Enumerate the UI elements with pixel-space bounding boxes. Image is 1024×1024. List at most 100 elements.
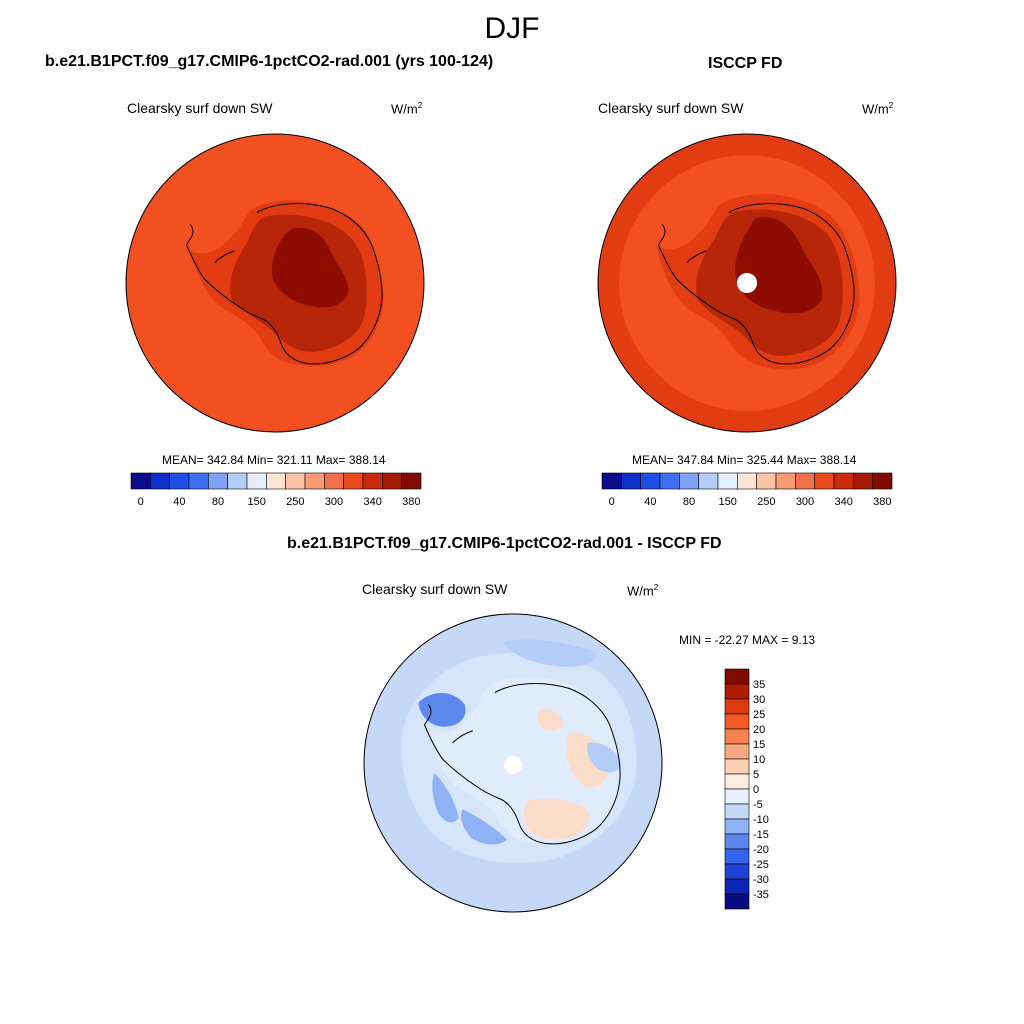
diff-blue-patch-amundsen [461,809,507,845]
model-colorbar-swatch [208,472,228,490]
diff-colorbar-swatch [724,788,750,805]
obs-colorbar-tick-label: 0 [609,496,615,508]
obs-colorbar-swatch [737,472,757,490]
diff-colorbar-swatch [724,743,750,760]
diff-panel-title: b.e21.B1PCT.f09_g17.CMIP6-1pctCO2-rad.00… [287,535,722,552]
obs-colorbar-swatch [872,472,893,490]
diff-colorbar-swatch [724,698,750,715]
diff-warm-patch-ne [537,709,564,731]
obs-panel-title: ISCCP FD [708,55,783,72]
obs-polar-map [597,133,897,433]
diff-units-label: W/m2 [627,583,659,599]
diff-polar-map [363,613,663,913]
diff-colorbar-swatch [724,758,750,775]
diff-stats-text: MIN = -22.27 MAX = 9.13 [679,633,816,647]
model-colorbar-tick-label: 380 [402,496,420,508]
obs-units-label: W/m2 [862,101,894,117]
model-colorbar-swatch [169,472,190,490]
obs-colorbar-swatch [698,472,719,490]
obs-colorbar-swatch [601,472,622,490]
model-colorbar-swatch [401,472,422,490]
diff-colorbar-swatch [724,713,750,730]
obs-colorbar-swatch [795,472,815,490]
diff-coastline [423,683,621,845]
diff-colorbar-tick-label: -15 [753,829,769,841]
diff-colorbar-tick-label: -10 [753,814,769,826]
obs-colorbar-tick-label: 380 [873,496,891,508]
diff-colorbar-swatch [724,863,750,880]
obs-colorbar-tick-label: 150 [718,496,736,508]
obs-colorbar-swatch [717,472,738,490]
diff-colorbar-tick-label: 25 [753,709,765,721]
diff-blue-patch-east-coast [586,742,622,773]
obs-plateau-core [735,217,823,314]
model-colorbar-swatch [343,472,364,490]
model-colorbar-swatch [304,472,325,490]
obs-stats-text: MEAN= 347.84 Min= 325.44 Max= 388.14 [632,453,857,467]
diff-colorbar-swatch [724,728,750,745]
diff-colorbar-tick-label: 15 [753,739,765,751]
diff-colorbar-swatch [724,893,750,910]
obs-colorbar-tick-label: 250 [757,496,775,508]
obs-colorbar-swatch [640,472,661,490]
obs-colorbar-swatch [679,472,699,490]
diff-warm-patch-ross [524,798,590,840]
diff-colorbar-tick-label: -25 [753,859,769,871]
diff-colorbar-swatch [724,848,750,865]
model-coastline [185,203,383,365]
model-panel-title: b.e21.B1PCT.f09_g17.CMIP6-1pctCO2-rad.00… [45,53,494,70]
model-colorbar-tick-label: 0 [138,496,144,508]
model-stats-text: MEAN= 342.84 Min= 321.11 Max= 388.14 [162,453,386,467]
model-colorbar-swatch [150,472,170,490]
obs-coastline [657,203,855,365]
model-colorbar-tick-label: 40 [173,496,185,508]
obs-variable-label: Clearsky surf down SW [598,100,744,116]
obs-colorbar-swatch [853,472,873,490]
model-colorbar-swatch [362,472,383,490]
diff-colorbar-tick-label: -5 [753,799,763,811]
diff-blue-patch-weddell [418,692,466,727]
obs-colorbar-tick-label: 80 [683,496,695,508]
diff-blue-patch-pen [432,773,459,823]
model-colorbar-swatch [382,472,402,490]
diff-pole-missing-disk [503,755,523,775]
obs-colorbar-tick-label: 40 [644,496,656,508]
diff-colorbar-swatch [724,683,750,700]
diff-colorbar-tick-label: 35 [753,679,765,691]
model-colorbar-tick-label: 250 [286,496,304,508]
diff-colorbar-tick-label: 20 [753,724,765,736]
diff-colorbar-swatch [724,833,750,850]
diff-colorbar-tick-label: 30 [753,694,765,706]
model-polar-map [125,133,425,433]
obs-colorbar-swatch [756,472,777,490]
obs-colorbar-tick-label: 340 [834,496,852,508]
diff-variable-label: Clearsky surf down SW [362,581,508,597]
model-colorbar-swatch [266,472,286,490]
page-title: DJF [484,12,540,45]
diff-colorbar-swatch [724,818,750,835]
diff-colorbar-swatch [724,803,750,820]
obs-colorbar: 0 40 80 150 250 300 340 380 [601,472,893,508]
obs-colorbar-swatch [659,472,680,490]
model-units-label: W/m2 [391,101,423,117]
model-colorbar-swatch [324,472,344,490]
obs-colorbar-tick-label: 300 [796,496,814,508]
obs-pole-missing-disk [736,272,758,294]
model-colorbar-swatch [130,472,151,490]
model-colorbar-tick-label: 340 [363,496,381,508]
diff-blue-patch-north [502,639,597,667]
model-plateau-core [271,227,349,308]
model-colorbar-swatch [227,472,248,490]
diff-colorbar-tick-label: -30 [753,874,769,886]
diff-colorbar-swatch [724,668,750,685]
model-colorbar: 0 40 80 150 250 300 340 380 [130,472,422,508]
model-colorbar-tick-label: 300 [325,496,343,508]
model-colorbar-swatch [285,472,306,490]
obs-colorbar-swatch [833,472,854,490]
model-colorbar-swatch [188,472,209,490]
diff-colorbar-tick-label: 10 [753,754,765,766]
model-variable-label: Clearsky surf down SW [127,100,273,116]
diff-colorbar-swatch [724,773,750,790]
diff-colorbar-swatch [724,878,750,895]
model-colorbar-swatch [246,472,267,490]
